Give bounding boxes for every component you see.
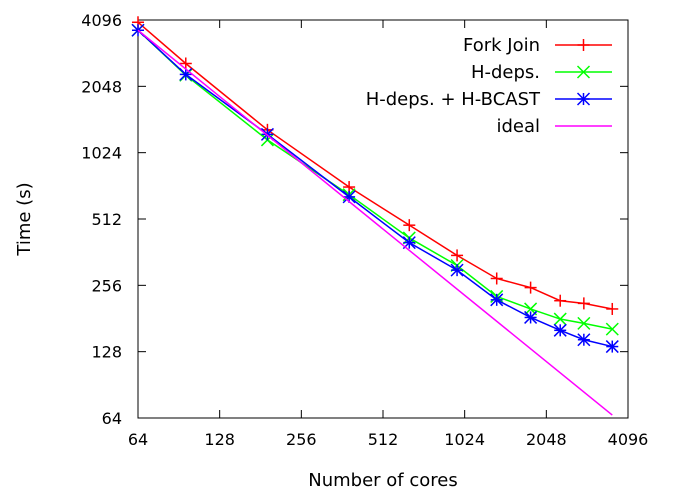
x-tick-label: 1024 bbox=[444, 430, 485, 449]
y-tick-label: 1024 bbox=[81, 144, 122, 163]
x-tick-label: 128 bbox=[204, 430, 235, 449]
data-point-h-deps-h-bcast bbox=[490, 293, 504, 307]
legend: Fork Join H-deps. H-deps. + H-BCAST ideal bbox=[366, 35, 612, 137]
data-point-fork-join bbox=[554, 294, 567, 307]
data-point-fork-join bbox=[179, 57, 192, 70]
series-layer bbox=[131, 16, 619, 416]
data-point-h-deps-h-bcast bbox=[524, 310, 538, 324]
y-tick-label: 256 bbox=[91, 276, 122, 295]
legend-label-fork-join: Fork Join bbox=[463, 35, 540, 56]
data-point-h-deps bbox=[553, 312, 567, 326]
x-tick-label: 64 bbox=[128, 430, 148, 449]
data-point-h-deps-h-bcast bbox=[553, 323, 567, 337]
x-tick-label: 512 bbox=[368, 430, 399, 449]
series-line-ideal bbox=[137, 29, 613, 416]
data-point-fork-join bbox=[524, 281, 537, 294]
data-point-fork-join bbox=[451, 249, 464, 262]
data-point-h-deps-h-bcast bbox=[577, 333, 591, 347]
y-tick-label: 4096 bbox=[81, 11, 122, 30]
y-axis-title: Time (s) bbox=[14, 182, 35, 256]
x-tick-label: 4096 bbox=[608, 430, 649, 449]
data-point-h-deps-h-bcast bbox=[342, 190, 356, 204]
series-line-h-deps bbox=[137, 29, 613, 330]
legend-label-h-deps: H-deps. bbox=[471, 62, 540, 83]
data-point-h-deps-h-bcast bbox=[402, 236, 416, 250]
data-point-fork-join bbox=[606, 302, 619, 315]
series-line-fork-join bbox=[137, 21, 613, 310]
legend-marker-h-deps-h-bcast bbox=[576, 92, 591, 106]
x-tick-label: 2048 bbox=[526, 430, 567, 449]
ticks-layer: 64 128 256 512 1024 2048 4096 64 128 256 512 1024 20… bbox=[81, 11, 648, 449]
data-point-h-deps-h-bcast bbox=[605, 340, 619, 354]
legend-label-ideal: ideal bbox=[496, 116, 540, 137]
y-tick-label: 128 bbox=[91, 343, 122, 362]
legend-marker-fork-join bbox=[577, 39, 590, 51]
data-point-fork-join bbox=[490, 272, 503, 285]
series-line-h-deps-h-bcast bbox=[137, 29, 613, 348]
data-point-fork-join bbox=[577, 297, 590, 310]
y-tick-label: 64 bbox=[102, 409, 122, 428]
data-point-h-deps bbox=[577, 316, 591, 330]
data-point-h-deps bbox=[605, 322, 619, 336]
data-point-h-deps-h-bcast bbox=[179, 67, 193, 81]
y-tick-label: 2048 bbox=[81, 77, 122, 96]
data-point-fork-join bbox=[403, 219, 416, 232]
data-point-h-deps-h-bcast bbox=[450, 263, 464, 277]
legend-label-h-deps-h-bcast: H-deps. + H-BCAST bbox=[366, 89, 541, 110]
legend-marker-h-deps bbox=[576, 65, 591, 79]
y-tick-label: 512 bbox=[91, 210, 122, 229]
x-tick-label: 256 bbox=[286, 430, 317, 449]
x-axis-title: Number of cores bbox=[308, 470, 457, 491]
